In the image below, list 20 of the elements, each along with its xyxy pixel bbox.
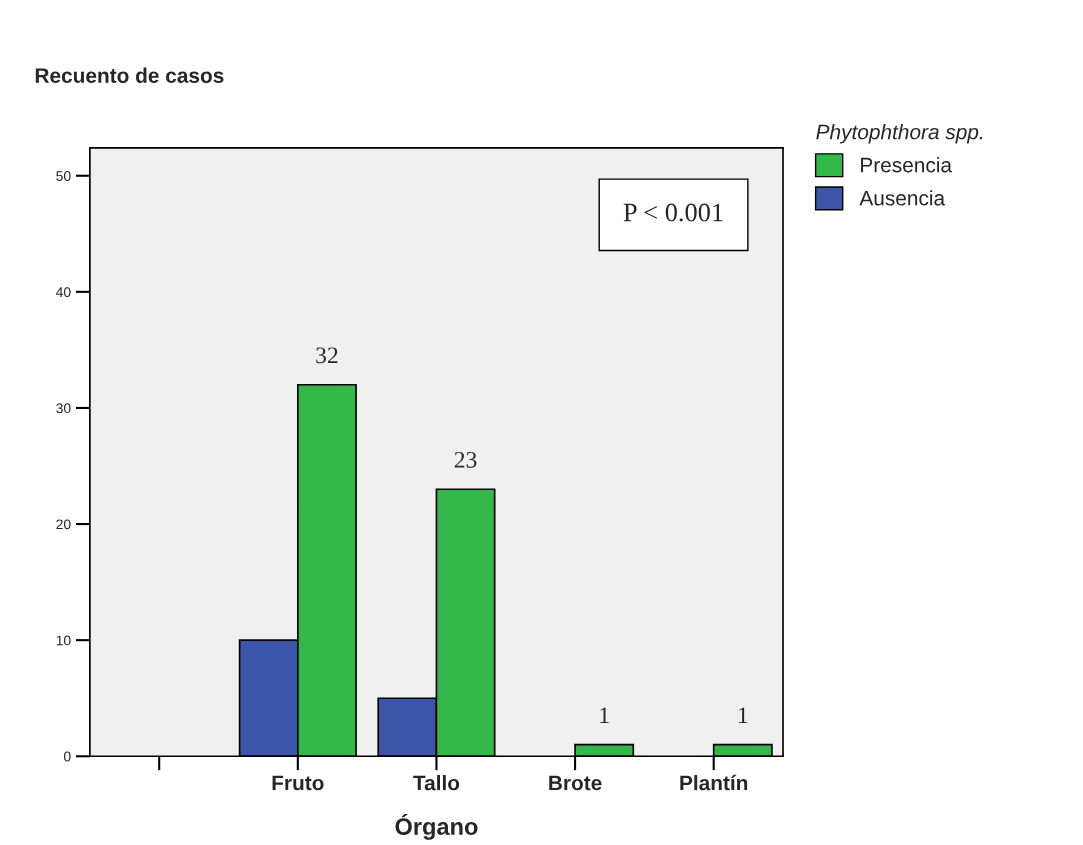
data-label: 23 — [454, 451, 477, 468]
x-tick-label: Fruto — [272, 775, 324, 791]
y-tick-label: 20 — [56, 519, 71, 530]
y-tick-label: 50 — [56, 171, 71, 181]
y-tick-label: 0 — [63, 751, 71, 762]
data-label: 32 — [316, 347, 338, 364]
data-label: 1 — [738, 707, 748, 723]
data-label: 1 — [600, 707, 609, 723]
y-tick-label: 30 — [56, 403, 71, 414]
legend-title: Phytophthora spp. — [816, 124, 983, 144]
annotation: P < 0.001 — [623, 203, 723, 222]
legend-label: Presencia — [861, 157, 953, 173]
y-tick-label: 10 — [56, 635, 71, 646]
x-tick-label: Tallo — [413, 775, 460, 791]
legend-label: Ausencia — [859, 190, 946, 206]
x-axis-title: Órgano — [395, 813, 478, 840]
y-tick-label: 40 — [56, 287, 71, 298]
x-tick-label: Brote — [549, 775, 602, 791]
x-tick-label: Plantín — [680, 774, 748, 791]
y-axis-title: Recuento de casos — [35, 67, 224, 83]
